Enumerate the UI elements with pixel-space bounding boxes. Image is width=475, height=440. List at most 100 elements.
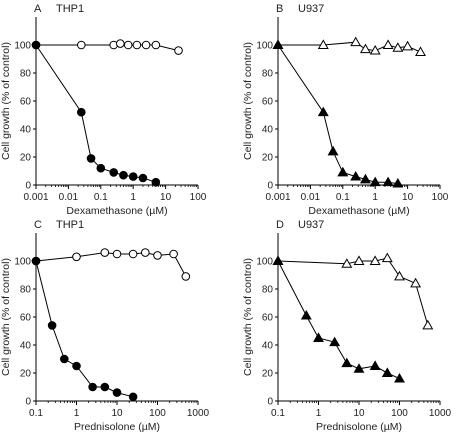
y-tick-label: 100 — [14, 257, 31, 268]
data-point — [86, 154, 96, 163]
y-tick-label: 20 — [262, 369, 274, 380]
x-tick-label: 1 — [74, 408, 80, 419]
series-1 — [272, 36, 426, 56]
y-tick-label: 20 — [20, 369, 32, 380]
x-axis-label: Prednisolone (µM) — [74, 421, 160, 433]
x-tick-label: 100 — [432, 192, 449, 203]
x-tick-label: 1000 — [429, 408, 452, 419]
data-point — [350, 36, 362, 47]
data-point — [123, 40, 133, 50]
y-tick-label: 0 — [267, 397, 273, 408]
data-point — [169, 249, 178, 259]
data-point — [329, 336, 341, 347]
data-point — [100, 382, 110, 392]
y-tick-label: 60 — [20, 313, 32, 324]
y-tick-label: 0 — [25, 397, 31, 408]
data-point — [72, 252, 81, 262]
x-tick-label: 0.001 — [23, 192, 48, 203]
data-point — [112, 388, 122, 397]
x-tick-label: 100 — [190, 192, 207, 203]
x-tick-label: 1 — [130, 192, 136, 203]
y-tick-label: 40 — [262, 341, 274, 352]
data-point — [422, 319, 434, 330]
data-point — [153, 251, 162, 260]
chart-panel-d: 0 20 40 60 80 100 0.1 1 10 100 1000 D U937 Prednisolo… — [242, 219, 452, 433]
data-point — [317, 106, 329, 117]
data-point — [47, 321, 57, 330]
data-point — [116, 39, 125, 48]
data-point — [317, 39, 329, 49]
data-point — [128, 392, 138, 402]
data-point — [313, 332, 324, 342]
x-axis-label: Dexamethasone (µM) — [308, 205, 409, 217]
y-tick-label: 20 — [262, 153, 274, 164]
data-point — [138, 173, 148, 183]
data-point — [174, 46, 183, 55]
data-point — [369, 44, 381, 55]
data-point — [272, 39, 284, 49]
y-tick-label: 80 — [262, 69, 274, 80]
x-axis-label: Prednisolone (µM) — [316, 421, 402, 433]
series-line — [277, 260, 400, 380]
series-1 — [272, 252, 434, 330]
y-tick-label: 100 — [256, 257, 273, 268]
data-point — [394, 270, 405, 281]
data-point — [151, 177, 161, 187]
data-point — [402, 40, 414, 51]
x-tick-label: 1 — [316, 408, 322, 419]
data-point — [141, 248, 150, 257]
series-line — [35, 44, 156, 183]
data-point — [341, 357, 353, 368]
data-point — [96, 163, 106, 173]
x-tick-label: 0.1 — [29, 408, 43, 419]
data-point — [369, 176, 381, 187]
y-tick-label: 80 — [20, 69, 32, 80]
data-point — [337, 166, 349, 177]
y-tick-label: 100 — [14, 41, 31, 52]
data-point — [128, 249, 138, 259]
data-point — [353, 363, 365, 373]
y-tick-label: 60 — [262, 313, 274, 324]
data-point — [382, 176, 394, 187]
data-point — [141, 40, 151, 50]
series-2 — [272, 255, 405, 383]
data-point — [392, 177, 404, 188]
y-tick-label: 60 — [262, 97, 274, 108]
y-tick-label: 40 — [262, 125, 274, 136]
series-line — [277, 257, 429, 326]
data-point — [359, 173, 371, 184]
chart-panel-a: 0 20 40 60 80 100 0.001 0.01 0.1 1 10 100 A THP1 Dexam… — [0, 3, 207, 217]
series-1 — [31, 248, 191, 281]
y-axis-label: Cell growth (% of control) — [0, 258, 12, 376]
panel-title: THP1 — [56, 3, 84, 15]
y-tick-label: 80 — [262, 285, 274, 296]
x-tick-label: 1 — [372, 192, 378, 203]
data-point — [76, 107, 86, 117]
x-tick-label: 10 — [160, 192, 172, 203]
data-point — [76, 40, 86, 50]
x-tick-label: 0.001 — [265, 192, 290, 203]
chart-panel-c: 0 20 40 60 80 100 0.1 1 10 100 1000 C THP1 Prednisolo… — [0, 219, 210, 433]
y-tick-label: 40 — [20, 341, 32, 352]
x-tick-label: 10 — [402, 192, 414, 203]
panel-title: U937 — [298, 219, 324, 231]
y-tick-label: 60 — [20, 97, 32, 108]
data-point — [381, 252, 393, 263]
data-point — [353, 255, 365, 265]
y-tick-label: 0 — [25, 181, 31, 192]
x-tick-label: 0.1 — [336, 192, 350, 203]
panel-title: THP1 — [56, 219, 84, 231]
data-point — [72, 361, 81, 371]
data-point — [272, 255, 284, 265]
data-point — [300, 309, 312, 320]
y-tick-label: 80 — [20, 285, 32, 296]
x-tick-label: 0.1 — [94, 192, 108, 203]
series-1 — [31, 39, 183, 55]
panel-letter: B — [276, 3, 283, 15]
data-point — [112, 249, 122, 259]
series-line — [277, 44, 398, 185]
data-point — [410, 277, 422, 288]
chart-panel-b: 0 20 40 60 80 100 0.001 0.01 0.1 1 10 100 B U937 Dexam… — [242, 3, 449, 217]
data-point — [392, 42, 404, 52]
